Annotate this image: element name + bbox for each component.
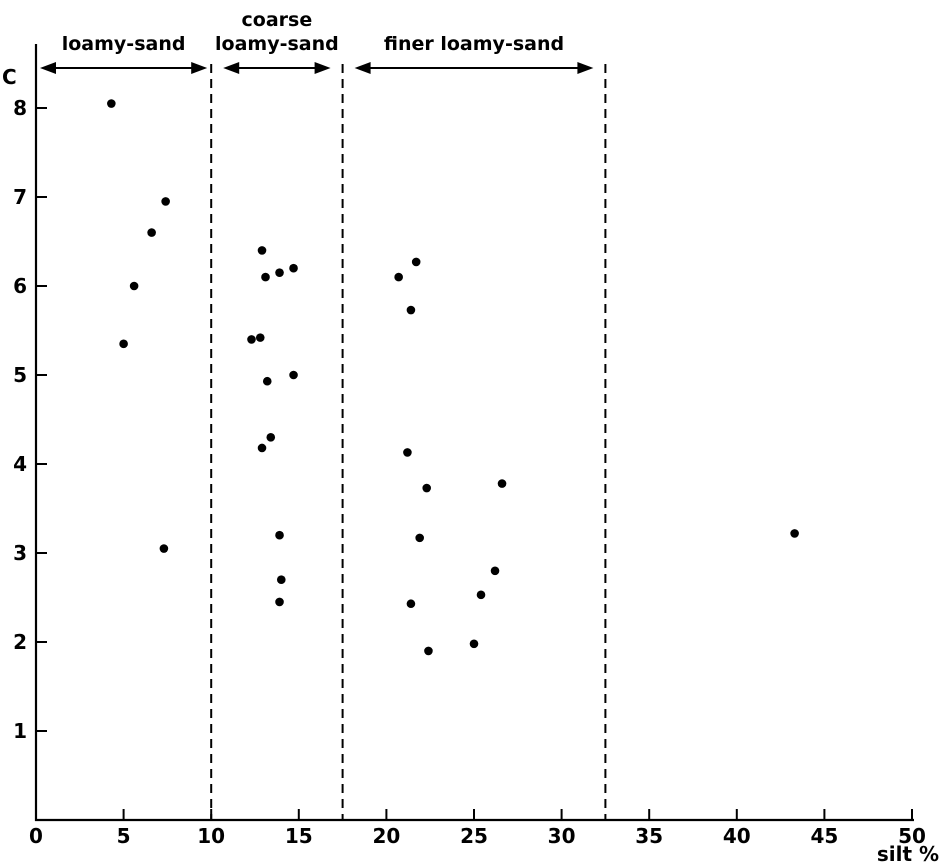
zone-label-text: loamy-sand: [62, 33, 186, 55]
data-point: [257, 246, 267, 255]
data-point: [422, 483, 431, 493]
zone-arrow-right-head: [314, 62, 331, 74]
data-point: [424, 646, 433, 656]
data-point: [255, 333, 265, 342]
data-point: [119, 339, 128, 349]
y-tick-label: 6: [13, 274, 27, 298]
y-tick-label: 3: [13, 541, 27, 565]
data-point: [490, 566, 500, 576]
x-tick-label: 15: [285, 824, 313, 848]
y-tick-label: 1: [13, 719, 27, 743]
chart-frame: [34, 44, 914, 822]
x-tick-label: 20: [372, 824, 400, 848]
x-axis-label: silt %: [877, 842, 939, 866]
data-point: [275, 597, 284, 607]
data-point: [107, 99, 116, 108]
zone-arrow-right-head: [191, 62, 208, 74]
data-point: [411, 257, 421, 267]
data-point: [406, 305, 416, 315]
y-tick-label: 7: [13, 185, 27, 209]
data-point: [147, 228, 156, 237]
x-tick-label: 40: [723, 824, 751, 848]
y-tick-label: 8: [13, 96, 27, 120]
x-tick-label: 25: [460, 824, 488, 848]
zone-dividers: [210, 64, 607, 820]
data-point: [266, 433, 276, 442]
y-tick-label: 4: [13, 452, 27, 476]
x-tick-label: 30: [548, 824, 576, 848]
data-point: [275, 268, 284, 277]
data-points: [107, 99, 799, 656]
data-point: [406, 599, 416, 609]
y-tick-label: 2: [13, 630, 27, 654]
data-point: [476, 590, 486, 600]
data-point: [469, 639, 479, 649]
x-tick-label: 0: [29, 824, 43, 848]
x-tick-label: 10: [197, 824, 225, 848]
data-point: [403, 448, 412, 457]
data-point: [247, 335, 256, 344]
data-point: [161, 197, 170, 206]
data-point: [415, 533, 424, 543]
zone-label-text: finer loamy-sand: [384, 33, 564, 55]
data-point: [497, 479, 507, 488]
data-point: [257, 443, 267, 453]
data-point: [275, 530, 284, 540]
data-point: [289, 263, 298, 273]
zone-arrow-left-head: [223, 62, 240, 74]
data-point: [289, 370, 298, 380]
y-tick-label: 5: [13, 363, 27, 387]
data-point: [394, 272, 403, 282]
data-point: [790, 529, 799, 538]
x-tick-label: 35: [635, 824, 663, 848]
zone-arrow-left-head: [40, 62, 56, 74]
zone-arrow-right-head: [577, 62, 594, 74]
x-tick-label: 5: [117, 824, 131, 848]
x-tick-label: 45: [810, 824, 838, 848]
y-axis-label: C: [2, 65, 17, 89]
zone-arrow-left-head: [354, 62, 371, 74]
data-point: [276, 575, 286, 584]
data-point: [261, 272, 270, 282]
data-point: [159, 544, 169, 553]
data-point: [129, 281, 139, 291]
data-point: [262, 376, 272, 386]
zone-label-text: coarse: [242, 9, 313, 31]
zone-label-text: loamy-sand: [215, 33, 339, 55]
x-tick-label: 50: [898, 824, 926, 848]
